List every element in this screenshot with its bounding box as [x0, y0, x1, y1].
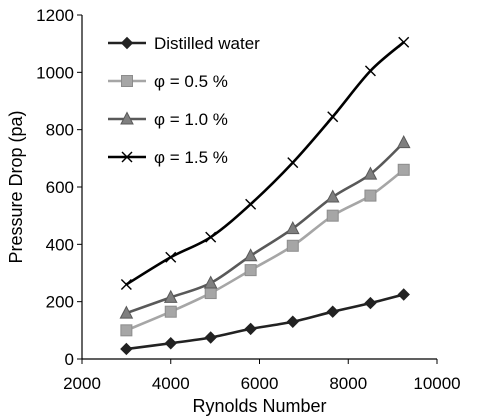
y-tick-label: 800 — [46, 121, 74, 140]
data-point-series-1 — [364, 189, 377, 202]
legend-marker-2 — [120, 111, 134, 125]
data-point-series-3 — [205, 231, 217, 243]
data-point-series-2 — [243, 248, 258, 262]
data-point-series-3 — [398, 36, 410, 48]
x-marker-stroke — [165, 251, 177, 263]
x-marker-stroke — [121, 151, 133, 163]
data-point-series-1 — [397, 163, 410, 176]
data-point-series-0 — [397, 288, 410, 301]
data-point-series-2 — [363, 166, 378, 180]
data-point-series-3 — [120, 278, 132, 290]
series-line-2 — [125, 141, 405, 315]
legend-label-0: Distilled water — [154, 34, 260, 53]
x-marker-stroke — [120, 278, 132, 290]
data-point-series-2 — [119, 305, 134, 319]
legend-label-3: φ = 1.5 % — [154, 148, 228, 167]
x-tick-label: 10000 — [413, 374, 460, 393]
data-point-series-0 — [326, 305, 339, 318]
y-tick-label: 0 — [65, 350, 74, 369]
x-marker-stroke — [398, 36, 410, 48]
data-point-series-0 — [364, 296, 377, 310]
x-tick-label: 6000 — [241, 374, 279, 393]
data-point-series-2 — [285, 220, 300, 235]
axes — [77, 14, 438, 364]
x-tick-label: 8000 — [329, 374, 367, 393]
legend-marker-0 — [120, 36, 134, 50]
legend-marker-3 — [121, 151, 133, 163]
data-point-series-1 — [120, 324, 133, 337]
y-tick-label: 600 — [46, 178, 74, 197]
x-marker-stroke — [327, 111, 339, 123]
x-tick-label: 2000 — [63, 374, 101, 393]
y-tick-label: 1000 — [36, 63, 74, 82]
data-point-series-3 — [165, 251, 177, 263]
data-point-series-2 — [203, 275, 218, 289]
y-tick-label: 1200 — [36, 6, 74, 25]
data-point-series-2 — [396, 134, 411, 149]
data-point-series-1 — [244, 264, 257, 277]
data-point-series-2 — [325, 189, 340, 203]
data-point-series-0 — [244, 322, 257, 336]
x-tick-label: 4000 — [152, 374, 190, 393]
data-point-series-3 — [327, 111, 339, 123]
series-markers — [119, 36, 411, 356]
y-tick-label: 400 — [46, 235, 74, 254]
data-point-series-3 — [287, 157, 299, 169]
y-axis-title: Pressure Drop (pa) — [6, 110, 26, 263]
x-marker-stroke — [364, 65, 376, 77]
tick-labels: 0 200 400 600 800 1000 1200 2000 4000 6000 8000 100… — [36, 6, 460, 393]
x-marker-stroke — [205, 231, 217, 243]
data-point-series-3 — [364, 65, 376, 77]
data-point-series-1 — [286, 239, 299, 252]
data-point-series-1 — [164, 305, 177, 318]
data-point-series-2 — [163, 289, 178, 303]
y-tick-label: 200 — [46, 293, 74, 312]
data-point-series-0 — [286, 315, 299, 328]
data-point-series-0 — [204, 331, 217, 344]
legend: Distilled water φ = 0.5 % φ = 1.0 % φ = 1.5… — [108, 34, 260, 167]
x-marker-stroke — [287, 157, 299, 169]
data-point-series-1 — [204, 287, 217, 300]
data-point-series-0 — [164, 337, 177, 350]
legend-marker-1 — [121, 75, 133, 87]
legend-label-2: φ = 1.0 % — [154, 110, 228, 129]
x-marker-stroke — [245, 198, 257, 210]
data-point-series-3 — [245, 198, 257, 210]
legend-label-1: φ = 0.5 % — [154, 72, 228, 91]
x-axis-title: Rynolds Number — [192, 396, 326, 416]
data-point-series-1 — [326, 209, 339, 222]
data-point-series-0 — [120, 342, 133, 356]
